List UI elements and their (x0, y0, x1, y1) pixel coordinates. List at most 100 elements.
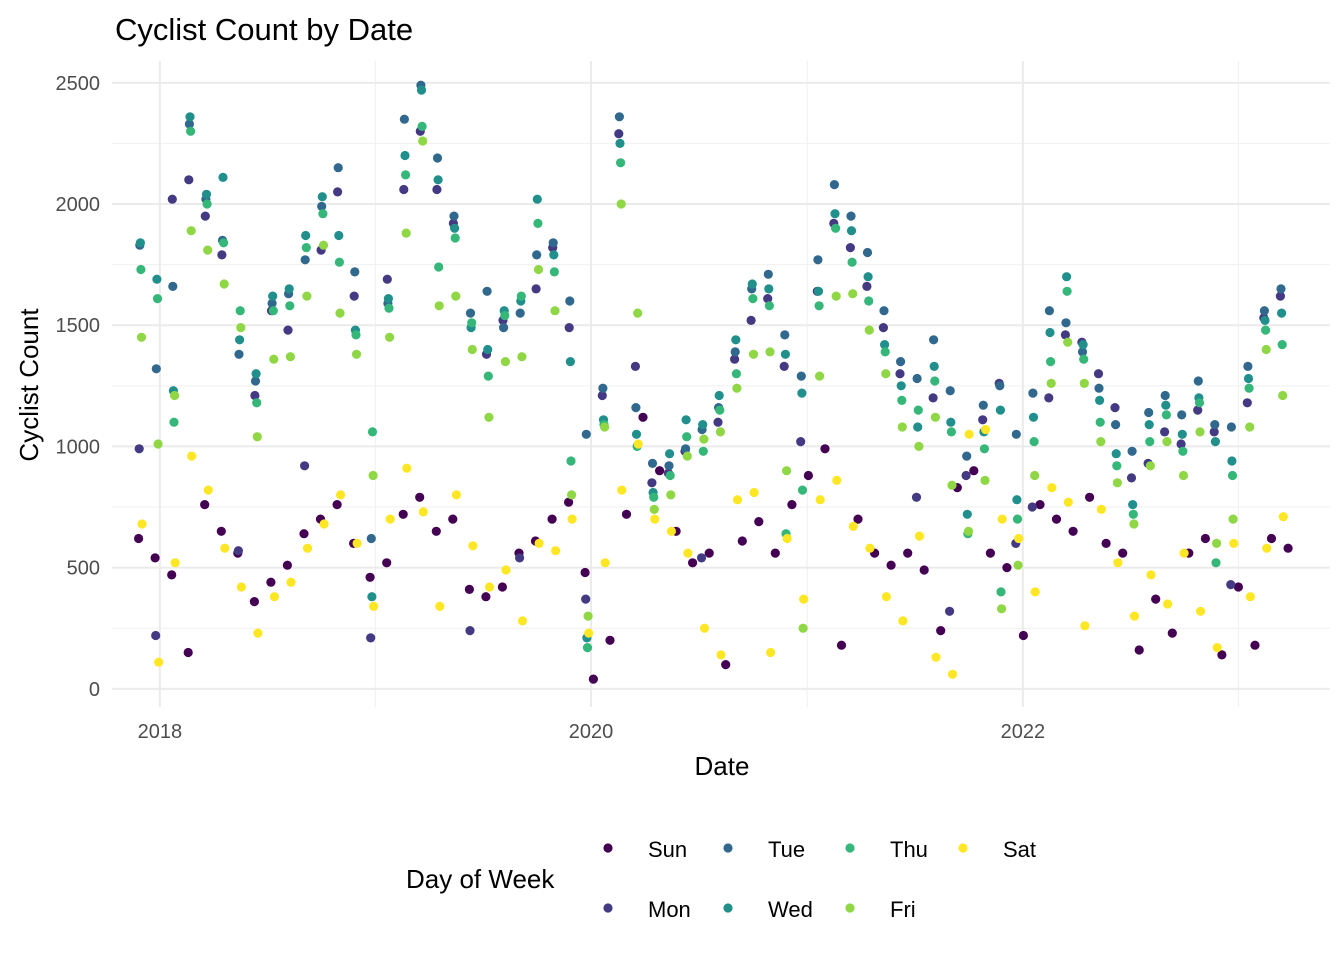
data-point (1029, 437, 1039, 447)
data-point (978, 415, 988, 425)
data-point (152, 294, 163, 304)
data-point (465, 626, 475, 636)
data-point (499, 323, 509, 333)
data-point (1278, 390, 1288, 401)
data-point (946, 427, 957, 437)
y-tick-label: 0 (89, 679, 100, 701)
data-point (878, 323, 889, 333)
data-point (1096, 504, 1106, 514)
legend-title: Day of Week (406, 864, 555, 894)
data-point (1113, 558, 1123, 568)
data-point (317, 192, 327, 202)
data-point (798, 623, 808, 633)
data-point (814, 301, 824, 311)
data-point (382, 274, 392, 284)
data-point (779, 361, 789, 371)
data-point (134, 533, 144, 544)
data-point (614, 129, 624, 139)
data-point (450, 223, 460, 233)
data-point (565, 296, 575, 306)
data-point (832, 475, 842, 485)
data-point (235, 335, 245, 345)
data-point (630, 361, 641, 371)
data-point (1012, 514, 1023, 524)
data-point (936, 626, 946, 636)
data-point (185, 112, 195, 122)
data-point (803, 470, 814, 481)
data-point (649, 492, 659, 502)
data-point (332, 500, 342, 510)
data-point (434, 262, 444, 272)
data-point (352, 538, 362, 549)
data-point (236, 323, 246, 333)
data-point (1278, 512, 1288, 522)
data-point (483, 344, 493, 355)
data-point (533, 218, 543, 228)
data-point (467, 318, 477, 328)
data-point (1035, 500, 1045, 510)
data-point (865, 543, 875, 553)
data-point (497, 582, 507, 592)
data-point (1212, 538, 1222, 549)
data-point (186, 126, 196, 136)
data-point (615, 138, 625, 148)
data-point (946, 417, 956, 427)
data-point (235, 306, 245, 316)
data-point (963, 526, 974, 536)
series-sat (137, 424, 1288, 679)
data-point (583, 611, 593, 621)
legend-item-wed: Wed (723, 897, 813, 922)
legend-label: Sat (1003, 837, 1036, 862)
data-point (688, 558, 698, 568)
x-tick-label: 2020 (569, 721, 614, 743)
data-point (1277, 340, 1287, 350)
data-point (1111, 449, 1121, 459)
data-point (484, 582, 495, 592)
data-point (985, 548, 996, 558)
data-point (517, 352, 527, 362)
data-point (1060, 330, 1070, 340)
data-point (368, 470, 378, 481)
data-point (252, 398, 262, 408)
data-point (770, 548, 780, 558)
data-point (1162, 437, 1172, 447)
data-point (764, 284, 774, 294)
data-point (748, 294, 758, 304)
data-point (1245, 592, 1255, 602)
data-point (468, 541, 478, 551)
legend-label: Thu (890, 837, 928, 862)
data-point (1118, 548, 1128, 558)
data-point (335, 308, 345, 318)
data-point (600, 422, 610, 432)
data-point (400, 150, 410, 161)
data-point (749, 487, 759, 498)
data-point (1227, 470, 1238, 481)
data-point (787, 500, 797, 510)
data-point (152, 274, 162, 284)
data-point (317, 201, 327, 211)
legend-label: Mon (648, 897, 691, 922)
data-point (897, 422, 907, 432)
y-tick-label: 2000 (56, 194, 101, 216)
data-point (862, 247, 873, 258)
data-point (830, 209, 840, 219)
data-point (1210, 420, 1220, 430)
data-point (285, 301, 295, 311)
data-point (565, 357, 576, 367)
data-point (848, 521, 858, 532)
data-point (268, 306, 278, 316)
data-point (202, 199, 212, 209)
data-point (236, 582, 246, 592)
legend-key (723, 843, 733, 853)
data-point (399, 184, 409, 195)
data-point (698, 446, 708, 456)
data-point (1177, 429, 1187, 439)
data-point (283, 325, 293, 335)
data-point (1063, 497, 1073, 507)
data-point (349, 291, 359, 301)
legend-label: Tue (768, 837, 805, 862)
data-point (550, 306, 560, 316)
data-point (1261, 344, 1271, 355)
data-point (334, 257, 344, 267)
